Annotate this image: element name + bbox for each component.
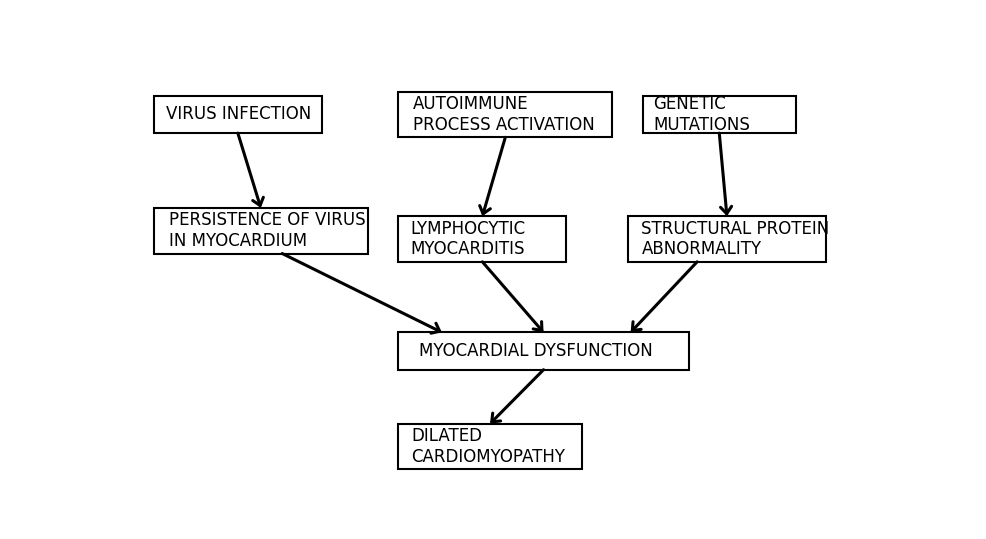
Text: DILATED
CARDIOMYOPATHY: DILATED CARDIOMYOPATHY <box>411 427 565 466</box>
Text: AUTOIMMUNE
PROCESS ACTIVATION: AUTOIMMUNE PROCESS ACTIVATION <box>413 95 596 134</box>
Text: PERSISTENCE OF VIRUS
IN MYOCARDIUM: PERSISTENCE OF VIRUS IN MYOCARDIUM <box>169 211 366 250</box>
Text: GENETIC
MUTATIONS: GENETIC MUTATIONS <box>654 95 750 134</box>
Text: STRUCTURAL PROTEIN
ABNORMALITY: STRUCTURAL PROTEIN ABNORMALITY <box>642 219 830 258</box>
Text: VIRUS INFECTION: VIRUS INFECTION <box>166 106 311 123</box>
FancyBboxPatch shape <box>398 333 688 370</box>
Text: LYMPHOCYTIC
MYOCARDITIS: LYMPHOCYTIC MYOCARDITIS <box>410 219 526 258</box>
FancyBboxPatch shape <box>643 96 796 133</box>
FancyBboxPatch shape <box>154 96 321 133</box>
FancyBboxPatch shape <box>627 216 826 262</box>
FancyBboxPatch shape <box>398 92 612 137</box>
FancyBboxPatch shape <box>398 424 582 469</box>
FancyBboxPatch shape <box>154 208 368 253</box>
FancyBboxPatch shape <box>398 216 566 262</box>
Text: MYOCARDIAL DYSFUNCTION: MYOCARDIAL DYSFUNCTION <box>419 342 653 360</box>
